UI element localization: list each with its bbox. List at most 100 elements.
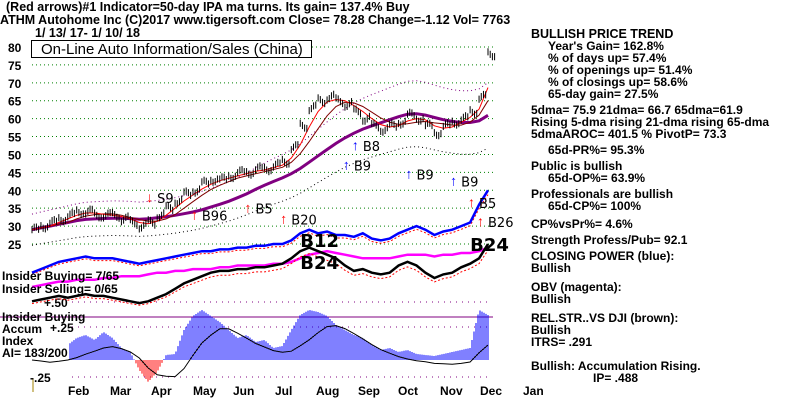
signal-arrow-icon: ↑ xyxy=(468,194,475,210)
signal: B26 ↑ xyxy=(477,213,513,231)
ticker-line: ATHM Autohome Inc (C)2017 www.tigersoft.… xyxy=(0,13,511,27)
x-tick-label: Apr xyxy=(151,384,172,398)
signal: B9 ↑ xyxy=(450,173,478,191)
signal-label: B9 xyxy=(416,169,433,184)
y-tick-label: 45 xyxy=(8,166,22,180)
insider-buying-count: Insider Buying= 7/65 xyxy=(2,269,120,283)
obv-value: Bullish xyxy=(531,292,572,306)
signal-arrow-icon: ↑ xyxy=(477,213,484,229)
cp-ma-line xyxy=(31,194,489,275)
company-description-box: On-Line Auto Information/Sales (China) xyxy=(31,40,312,58)
y-tick-label: 55 xyxy=(8,131,22,145)
signal: B8 ↑ xyxy=(352,137,380,155)
pr-pct: 65d-PR%= 95.3% xyxy=(548,143,645,157)
x-tick-label: Aug xyxy=(316,384,339,398)
accum-label: Accum xyxy=(2,322,43,336)
closing-power-label: CLOSING POWER (blue): xyxy=(531,249,675,263)
x-tick-label: Sep xyxy=(358,384,380,398)
stats-panel: BULLISH PRICE TREND Year's Gain= 162.8% … xyxy=(531,28,799,384)
signal-label: S9 xyxy=(157,192,174,207)
signal: B24 xyxy=(300,253,339,274)
accum-tick-label: +.50 xyxy=(44,296,68,310)
signal: S9 ↓ xyxy=(146,189,174,207)
signal-label: B20 xyxy=(291,213,316,228)
professionals-status: Professionals are bullish xyxy=(531,187,674,201)
public-status: Public is bullish xyxy=(531,159,623,173)
signal-label: B8 xyxy=(363,140,380,155)
y-tick-label: 80 xyxy=(8,41,22,55)
signal-arrow-icon: ↑ xyxy=(191,207,198,223)
relstr-ma-line xyxy=(31,250,489,306)
x-tick-label: Feb xyxy=(68,384,89,398)
ai-value: AI= 183/200 xyxy=(2,346,68,360)
y-tick-label: 35 xyxy=(8,202,22,216)
signal-label: B5 xyxy=(479,197,496,212)
x-tick-label: Mar xyxy=(110,384,132,398)
days-up: % of days up= 57.4% xyxy=(548,51,667,65)
signal-arrow-icon: ↑ xyxy=(245,200,252,216)
signal: B20 ↑ xyxy=(280,210,316,228)
signal-label: B5 xyxy=(256,203,273,218)
date-range: 1/ 13/ 17- 1/ 10/ 18 xyxy=(35,26,140,40)
op-pct: 65d-OP%= 63.9% xyxy=(548,171,646,185)
signal-label: B9 xyxy=(354,160,371,175)
y-tick-label: 70 xyxy=(8,77,22,91)
accum-ma-line xyxy=(31,325,489,378)
years-gain: Year's Gain= 162.8% xyxy=(548,39,664,53)
signal-arrow-icon: ↑ xyxy=(450,173,457,189)
signal-arrow-icon: ↑ xyxy=(280,210,287,226)
signal-label: B9 xyxy=(461,176,478,191)
insider-selling-count: Insider Selling= 0/65 xyxy=(2,282,118,296)
accum-tick-label: -.25 xyxy=(30,371,51,385)
x-tick-label: Jun xyxy=(233,384,254,398)
signal: B5 ↑ xyxy=(245,200,273,218)
closing-power-value: Bullish xyxy=(531,261,572,275)
x-tick-label: Jan xyxy=(523,384,544,398)
y-tick-label: 60 xyxy=(8,113,22,127)
y-tick-label: 40 xyxy=(8,184,22,198)
indicator-line: (Red arrows)#1 Indicator=50-day IPA ma t… xyxy=(6,0,410,14)
signal: B12 xyxy=(300,231,339,252)
trend-heading: BULLISH PRICE TREND xyxy=(531,27,674,41)
insider-buying-label: Insider Buying xyxy=(2,310,86,324)
itrs-value: ITRS= .291 xyxy=(531,335,593,349)
cp-pct: 65d-CP%= 100% xyxy=(548,199,642,213)
signal-label: B24 xyxy=(470,235,509,256)
relstr-line xyxy=(31,243,490,305)
y-tick-label: 65 xyxy=(8,95,22,109)
signal-label: B26 xyxy=(488,216,513,231)
closing-power-line xyxy=(31,189,490,274)
accum-status: Bullish: Accumulation Rising. xyxy=(531,359,701,373)
obv-line xyxy=(31,246,489,289)
relstr-label: REL.STR..VS DJI (brown): xyxy=(531,311,679,325)
index-label: Index xyxy=(2,334,34,348)
signal-arrow-icon: ↑ xyxy=(343,157,350,173)
signal-label: B12 xyxy=(300,231,339,252)
aroc-pivot: 5dmaAROC= 401.5 % PivotP= 73.3 xyxy=(531,127,727,141)
x-tick-label: May xyxy=(193,384,217,398)
signal-label: B96 xyxy=(202,210,227,225)
x-tick-label: Nov xyxy=(440,384,463,398)
cp-vs-pr: CP%vsPr%= 4.6% xyxy=(531,217,633,231)
signal-label: B24 xyxy=(300,253,339,274)
signal: B24 xyxy=(470,235,509,256)
obv-label: OBV (magenta): xyxy=(531,280,622,294)
x-tick-label: Dec xyxy=(480,384,502,398)
y-tick-label: 50 xyxy=(8,148,22,162)
openings-up: % of openings up= 51.4% xyxy=(548,63,693,77)
gain-65: 65-day gain= 27.5% xyxy=(548,87,659,101)
x-tick-label: Oct xyxy=(398,384,418,398)
y-tick-label: 75 xyxy=(8,59,22,73)
signal-arrow-icon: ↑ xyxy=(352,137,359,153)
signal: B9 ↑ xyxy=(405,166,433,184)
strength: Strength Profess/Pub= 92.1 xyxy=(531,233,688,247)
signal: B9 ↑ xyxy=(343,157,371,175)
signal: B5 ↑ xyxy=(468,194,496,212)
lower-band xyxy=(31,146,489,246)
relstr-value: Bullish xyxy=(531,323,572,337)
rising-dma: Rising 5-dma rising 21-dma rising 65-dma xyxy=(531,115,770,129)
accum-tick-label: +.25 xyxy=(50,321,74,335)
dma-values: 5dma= 75.9 21dma= 66.7 65dma=61.9 xyxy=(531,103,743,117)
ip-value: IP= .488 xyxy=(593,371,639,385)
